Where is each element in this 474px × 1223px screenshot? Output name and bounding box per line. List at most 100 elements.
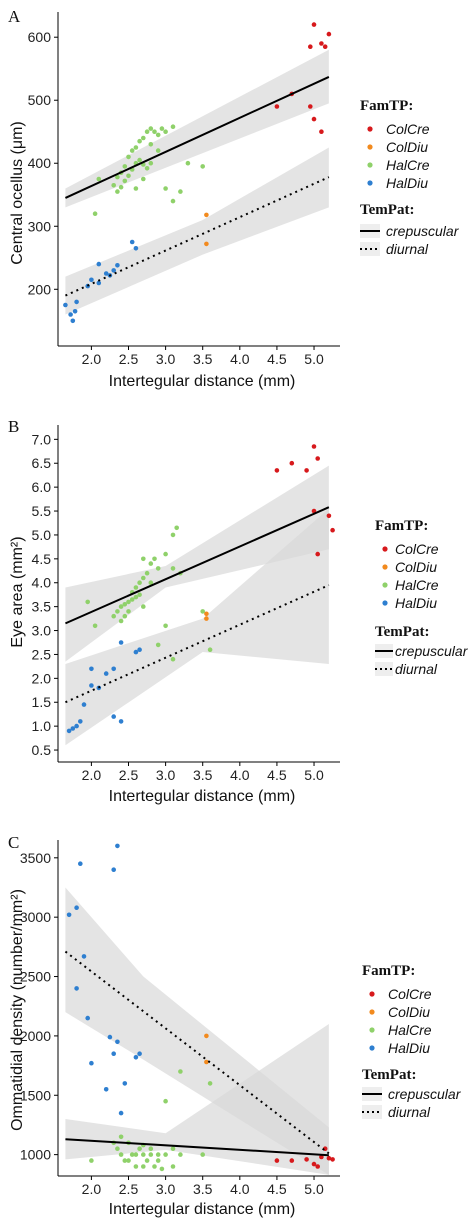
data-point-halcre: [163, 1098, 168, 1104]
axes: 2.0 2.5 3.0 3.5 4.0 4.5 5.0 200 300 400 500 600: [28, 12, 340, 367]
legend-item-colcre: ColCre: [388, 986, 432, 1002]
data-point-halcre: [126, 173, 131, 179]
axes: 2.0 2.5 3.0 3.5 4.0 4.5 5.0 0.5 1.0 1.5 2.0 2.5 3.0 3…: [32, 425, 340, 783]
y-tick-label: 1.5: [32, 694, 52, 710]
data-point-halcre: [178, 1152, 183, 1157]
data-point-colcre: [311, 116, 317, 122]
data-point-halcre: [92, 623, 98, 629]
x-tick-label: 2.5: [119, 351, 139, 367]
data-point-haldiu: [70, 726, 76, 731]
data-point-halcre: [148, 1152, 154, 1157]
data-point-halcre: [163, 186, 168, 191]
data-point-halcre: [111, 613, 116, 619]
data-point-colcre: [326, 513, 332, 519]
data-point-coldiu: [204, 616, 209, 621]
data-point-haldiu: [111, 268, 116, 273]
y-tick-label: 0.5: [32, 742, 52, 758]
data-point-halcre: [148, 580, 154, 585]
data-point-halcre: [122, 613, 128, 619]
y-tick-label: 3.0: [32, 623, 52, 639]
axes: 2.0 2.5 3.0 3.5 4.0 4.5 5.0 1000 1500 2000 2500 300…: [20, 840, 340, 1197]
legend-item-halcre: HalCre: [395, 577, 439, 593]
data-point-colcre: [319, 129, 324, 134]
data-point-halcre: [163, 129, 168, 134]
data-point-halcre: [207, 647, 213, 652]
y-tick-label: 1500: [20, 1087, 51, 1103]
y-axis-title: Eye area (mm²): [9, 536, 26, 647]
data-point-colcre: [308, 104, 313, 109]
x-axis-title: Intertegular distance (mm): [109, 788, 296, 805]
y-tick-label: 5.0: [32, 527, 52, 543]
data-point-haldiu: [118, 719, 124, 724]
data-point-halcre: [89, 1158, 94, 1163]
data-point-halcre: [137, 157, 142, 163]
data-point-halcre: [148, 561, 154, 566]
data-point-colcre: [315, 456, 321, 461]
fit-line-diurnal: [64, 950, 330, 1155]
data-point-halcre: [170, 198, 176, 204]
y-tick-label: 600: [28, 29, 52, 45]
legend-item-halcre: HalCre: [388, 1022, 432, 1038]
data-point-halcre: [122, 178, 128, 184]
x-tick-label: 4.0: [230, 1181, 250, 1197]
data-point-colcre: [330, 527, 335, 533]
data-point-haldiu: [115, 263, 120, 268]
data-point-colcre: [319, 1154, 324, 1160]
data-point-halcre: [141, 176, 146, 182]
confidence-band-diurnal: [65, 147, 329, 315]
data-point-haldiu: [89, 1060, 94, 1066]
data-point-halcre: [148, 142, 154, 147]
x-tick-label: 4.0: [230, 767, 250, 783]
data-point-halcre: [137, 592, 142, 597]
data-point-halcre: [118, 618, 124, 624]
data-point-halcre: [178, 1069, 183, 1074]
data-point-halcre: [170, 566, 176, 571]
data-point-halcre: [144, 1158, 150, 1163]
data-point-haldiu: [89, 277, 94, 283]
data-point-halcre: [133, 1164, 139, 1169]
confidence-band-crepuscular: [65, 1024, 329, 1175]
x-tick-label: 3.5: [193, 351, 213, 367]
data-point-haldiu: [68, 312, 73, 317]
data-point-halcre: [118, 1152, 124, 1157]
data-point-coldiu: [204, 1033, 209, 1039]
data-point-halcre: [129, 1152, 135, 1157]
fit-line-diurnal: [65, 584, 330, 704]
legend-dot-coldiu: [367, 144, 373, 150]
data-point-halcre: [163, 1152, 168, 1157]
data-point-colcre: [304, 468, 309, 473]
legend-item-haldiu: HalDiu: [386, 175, 428, 191]
data-point-haldiu: [103, 1087, 109, 1092]
data-point-halcre: [163, 551, 168, 557]
x-tick-label: 3.0: [156, 351, 176, 367]
data-point-halcre: [155, 132, 161, 138]
data-point-halcre: [155, 148, 161, 153]
data-point-haldiu: [111, 714, 116, 719]
data-point-colcre: [326, 31, 332, 37]
data-point-halcre: [144, 166, 150, 171]
legend-title-famtp: FamTP:: [362, 963, 415, 979]
data-point-haldiu: [137, 1051, 142, 1056]
data-point-halcre: [200, 609, 205, 614]
data-point-colcre: [311, 22, 317, 27]
data-point-haldiu: [133, 649, 139, 655]
legend-item-diurnal: diurnal: [395, 661, 438, 677]
legend-item-crepuscular: crepuscular: [388, 1086, 462, 1102]
data-point-halcre: [118, 184, 124, 190]
data-point-haldiu: [81, 954, 87, 959]
data-point-halcre: [126, 599, 131, 605]
data-point-halcre: [137, 138, 142, 144]
panel-letter: C: [8, 833, 19, 852]
data-point-halcre: [126, 609, 131, 614]
x-axis-title: Intertegular distance (mm): [109, 373, 296, 390]
data-point-coldiu: [204, 212, 209, 218]
panel-c: C 2.0 2.5 3.0 3.5 4.0 4.5 5.0 1000 1500 2000 2500 3…: [8, 833, 462, 1218]
legend-item-haldiu: HalDiu: [388, 1040, 430, 1056]
confidence-bands: [65, 887, 329, 1175]
panel-b: B 2.0 2.5 3.0 3.5 4.0 4.5 5.0 0.5 1.0 1.5 2.0 2.5 3.…: [8, 417, 469, 805]
x-tick-label: 4.5: [267, 351, 287, 367]
legend: FamTP: ColCre ColDiu HalCre HalDiu TemPa…: [360, 98, 460, 257]
data-point-halcre: [170, 124, 176, 129]
data-point-colcre: [274, 1158, 280, 1163]
legend-dot-colcre: [382, 546, 388, 552]
